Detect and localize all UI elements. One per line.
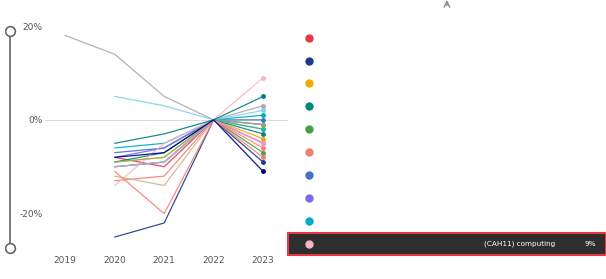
Bar [288, 233, 606, 256]
Text: (CAH11) computing: (CAH11) computing [484, 240, 555, 247]
Text: (CAH02) subjects allied to medicine: (CAH02) subjects allied to medicine [426, 57, 555, 64]
Text: (CAH03) biological and sport sciences: (CAH03) biological and sport sciences [418, 80, 555, 87]
Text: -8%: -8% [582, 149, 596, 155]
Text: (CAH07) physical sciences: (CAH07) physical sciences [460, 172, 555, 178]
Text: (CAH04) psychology: (CAH04) psychology [482, 103, 555, 110]
Text: -7%: -7% [582, 126, 596, 132]
Text: -5%: -5% [582, 35, 596, 41]
Text: 9%: 9% [585, 240, 596, 247]
Text: (CAH09) mathematical sciences: (CAH09) mathematical sciences [439, 194, 555, 201]
Text: (CAH05) veterinary sciences: (CAH05) veterinary sciences [452, 126, 555, 133]
Text: -4%: -4% [582, 80, 596, 86]
Text: -9%: -9% [582, 57, 596, 64]
Text: -3%: -3% [582, 103, 596, 109]
Text: 2023: 2023 [307, 20, 336, 30]
Text: -1%: -1% [582, 195, 596, 201]
Text: (CAH10) engineering and technology: (CAH10) engineering and technology [421, 217, 555, 224]
Text: (CAH06) agriculture, food and related studies: (CAH06) agriculture, food and related st… [390, 149, 555, 155]
Text: 0%: 0% [585, 172, 596, 178]
Text: (CAH01) medicine and dentistry: (CAH01) medicine and dentistry [439, 34, 555, 41]
Text: 1%: 1% [585, 218, 596, 224]
